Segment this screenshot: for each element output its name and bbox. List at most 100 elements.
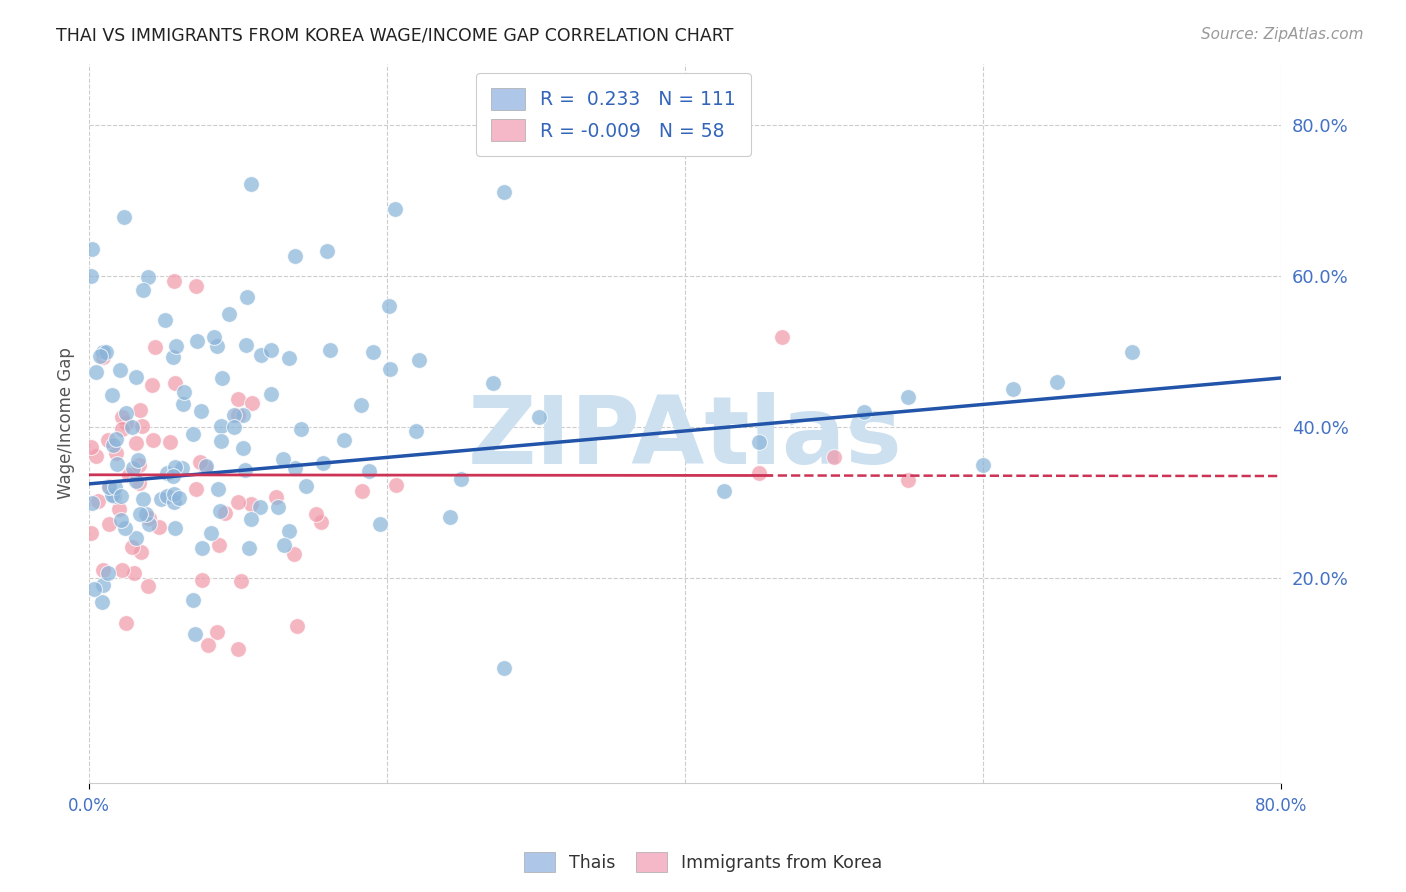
Point (97, 434, 120, 448)
Point (226, 408, 249, 422)
Point (128, 458, 150, 473)
Point (91, 344, 114, 359)
Point (184, 279, 207, 293)
Point (450, 472, 472, 486)
Point (124, 369, 146, 384)
Point (284, 249, 307, 263)
Point (101, 487, 124, 501)
Point (125, 474, 148, 488)
Point (172, 397, 194, 411)
Point (138, 579, 160, 593)
Point (492, 661, 515, 675)
Point (138, 510, 160, 524)
Point (770, 330, 793, 344)
Point (315, 244, 337, 258)
Point (527, 409, 550, 424)
Point (231, 408, 253, 422)
Point (190, 403, 212, 417)
Point (319, 343, 342, 357)
Point (128, 402, 150, 417)
Point (311, 515, 333, 529)
Point (852, 405, 875, 419)
Point (405, 424, 427, 438)
Point (163, 274, 186, 288)
Point (748, 435, 770, 450)
Point (226, 641, 249, 656)
Point (277, 524, 299, 538)
Point (110, 489, 132, 503)
Point (222, 408, 245, 422)
Point (118, 467, 141, 482)
Text: ZIPAtlas: ZIPAtlas (468, 392, 903, 483)
Point (107, 501, 129, 516)
Point (115, 615, 138, 630)
Point (361, 345, 384, 359)
Point (149, 492, 172, 507)
Point (165, 339, 187, 353)
Point (384, 202, 406, 216)
Point (162, 468, 184, 483)
Y-axis label: Wage/Income Gap: Wage/Income Gap (58, 347, 75, 500)
Point (191, 573, 214, 587)
Point (170, 461, 193, 475)
Point (352, 483, 374, 498)
Point (129, 544, 152, 558)
Point (211, 371, 233, 385)
Point (125, 436, 148, 450)
Point (90, 595, 112, 609)
Point (87, 494, 110, 508)
Point (83, 582, 105, 596)
Point (267, 500, 290, 515)
Point (184, 626, 207, 640)
Point (897, 473, 920, 487)
Point (200, 525, 222, 540)
Point (350, 398, 373, 412)
Point (190, 541, 212, 556)
Point (271, 451, 294, 466)
Point (240, 512, 263, 526)
Point (236, 290, 259, 304)
Point (131, 418, 153, 433)
Legend: Thais, Immigrants from Korea: Thais, Immigrants from Korea (516, 845, 890, 879)
Point (122, 566, 145, 580)
Point (111, 422, 134, 436)
Point (98, 480, 121, 494)
Point (156, 467, 179, 481)
Point (97, 517, 120, 532)
Point (972, 458, 994, 472)
Point (105, 446, 128, 460)
Point (197, 638, 219, 652)
Point (218, 307, 240, 321)
Point (163, 487, 186, 501)
Point (209, 418, 232, 433)
Point (205, 624, 228, 639)
Point (481, 376, 503, 390)
Point (127, 453, 149, 467)
Point (239, 497, 262, 511)
Point (202, 330, 225, 344)
Point (408, 353, 430, 368)
Point (226, 392, 249, 406)
Point (260, 343, 283, 357)
Point (110, 513, 132, 527)
Text: Source: ZipAtlas.com: Source: ZipAtlas.com (1201, 27, 1364, 42)
Point (194, 459, 217, 474)
Point (209, 434, 232, 449)
Point (239, 177, 262, 191)
Point (188, 455, 211, 469)
Point (111, 563, 134, 577)
Point (226, 495, 249, 509)
Point (748, 466, 770, 480)
Point (104, 480, 127, 494)
Point (163, 521, 186, 535)
Point (91, 563, 114, 577)
Point (132, 491, 155, 506)
Point (82, 496, 104, 510)
Point (165, 376, 187, 390)
Point (439, 510, 461, 524)
Point (264, 490, 287, 504)
Point (897, 390, 920, 404)
Point (295, 478, 318, 492)
Point (273, 538, 295, 552)
Point (233, 463, 256, 477)
